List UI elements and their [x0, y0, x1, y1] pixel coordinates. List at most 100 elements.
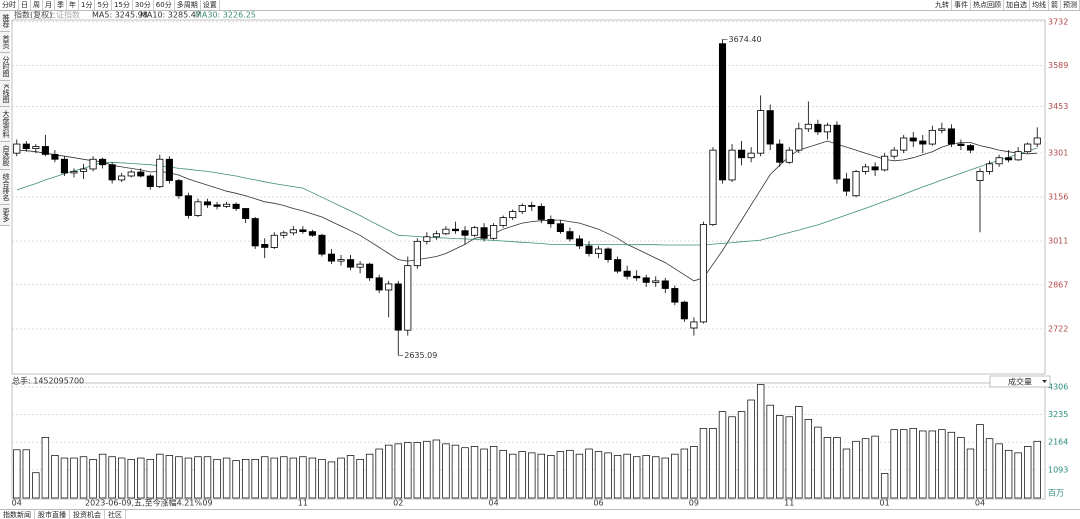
- toolbar-button[interactable]: 事件: [952, 0, 971, 10]
- candle-body: [385, 283, 393, 291]
- x-tick-label: 09: [689, 499, 699, 508]
- volume-bar: [976, 424, 984, 499]
- chart: 2722 2867 3011 3156 3301 3453 3589 3732 指数(复权)上证…: [12, 10, 1069, 508]
- candle-body: [919, 140, 927, 145]
- candle-body: [928, 129, 936, 145]
- candle-body: [375, 277, 383, 291]
- volume-bar: [1014, 452, 1022, 499]
- x-tick-label: 06: [593, 499, 603, 508]
- candle-body: [852, 171, 860, 197]
- volume-bar: [575, 453, 584, 499]
- toolbar-button[interactable]: 1分: [79, 0, 96, 10]
- volume-bar: [737, 411, 746, 499]
- volume-bar: [261, 456, 269, 499]
- candle-body: [156, 158, 164, 188]
- candle-body: [871, 166, 879, 171]
- candle-body: [499, 217, 507, 226]
- selector[interactable]: 成交量: [1008, 377, 1032, 387]
- toolbar-button[interactable]: 均线: [1030, 0, 1049, 10]
- candle-body: [451, 228, 460, 232]
- volume-bar: [413, 442, 422, 499]
- candle-body: [213, 204, 221, 207]
- y-tick-label: 3235: [1048, 410, 1068, 419]
- selector-box[interactable]: [989, 375, 1051, 388]
- candle-body: [966, 145, 975, 151]
- candle-body: [442, 228, 450, 235]
- candle-body: [890, 149, 898, 157]
- toolbar-button[interactable]: 热点回顾: [971, 0, 1004, 10]
- volume-bar: [146, 458, 154, 499]
- volume-bar: [919, 430, 927, 499]
- volume-bar: [127, 458, 135, 499]
- volume-bar: [680, 448, 689, 499]
- volume-bar: [871, 435, 879, 499]
- toolbar-button[interactable]: 九转: [933, 0, 952, 10]
- toolbar-button[interactable]: 多周期: [175, 0, 201, 10]
- toolbar-button[interactable]: 月: [43, 0, 55, 10]
- candle-body: [413, 240, 421, 267]
- sidebar-tab[interactable]: 大盘资料: [0, 106, 10, 142]
- sidebar-tab[interactable]: 首页: [0, 32, 10, 53]
- toolbar-button[interactable]: 设置: [201, 0, 220, 10]
- volume-bar: [537, 453, 545, 499]
- toolbar-button[interactable]: 周: [31, 0, 43, 10]
- volume-bar: [337, 457, 345, 499]
- sidebar-tab[interactable]: K线图: [0, 81, 10, 107]
- sidebar-tab[interactable]: 更多: [0, 204, 10, 226]
- toolbar-button[interactable]: 季: [55, 0, 67, 10]
- legend-entry: MA10: 3285.47: [140, 11, 201, 20]
- volume-bar: [222, 457, 231, 499]
- volume-bar: [489, 446, 498, 499]
- legend-entry: MA30: 3226.25: [195, 11, 256, 20]
- candle-body: [862, 166, 870, 172]
- toolbar-button[interactable]: 加自选: [1004, 0, 1030, 10]
- toolbar-button[interactable]: 15分: [112, 0, 133, 10]
- toolbar-button[interactable]: 60分: [154, 0, 175, 10]
- candle-body: [60, 158, 69, 174]
- footer-tab[interactable]: 股市直播: [35, 510, 70, 519]
- chart-title: 指数(复权): [14, 10, 52, 20]
- toolbar-button[interactable]: 年: [67, 0, 79, 10]
- volume-bar: [938, 429, 946, 499]
- candle-body: [318, 234, 326, 255]
- sidebar-tab[interactable]: 推荐: [0, 11, 10, 32]
- candle-body: [404, 265, 412, 331]
- toolbar-button[interactable]: 30分: [133, 0, 154, 10]
- candle-body: [289, 229, 297, 234]
- volume-bar: [995, 443, 1003, 499]
- candle-body: [690, 321, 698, 329]
- toolbar-button[interactable]: 日: [19, 0, 31, 10]
- x-tick-label: 04: [489, 499, 499, 508]
- footer-tab[interactable]: 社区: [105, 510, 126, 519]
- candle-body: [642, 277, 650, 283]
- volume-bar: [156, 453, 164, 499]
- candle-body: [680, 301, 688, 320]
- candle-body: [947, 128, 955, 145]
- y-tick-label: 3301: [1048, 148, 1068, 157]
- volume-bar: [79, 456, 88, 499]
- volume-bar: [661, 457, 669, 499]
- candle-body: [261, 243, 269, 248]
- sidebar-tab[interactable]: 综合排名: [0, 169, 10, 205]
- chart-subtitle: 上证指数: [48, 10, 80, 20]
- sidebar-tab[interactable]: 分时图: [0, 53, 10, 81]
- footer-tab[interactable]: 指数新闻: [0, 510, 35, 519]
- volume-bar: [251, 458, 259, 499]
- sidebar-tab[interactable]: 自选股: [0, 141, 10, 170]
- volume-bar: [375, 448, 383, 499]
- toolbar-button[interactable]: 分时: [0, 0, 19, 10]
- candle-body: [470, 227, 479, 236]
- y-tick-label: 3589: [1048, 61, 1068, 70]
- candle-body: [900, 137, 908, 151]
- footer-tab[interactable]: 投资机会: [70, 510, 105, 519]
- candle-body: [127, 171, 135, 177]
- volume-bar: [432, 439, 441, 499]
- volume-bar: [98, 453, 107, 499]
- volume-bar: [270, 457, 278, 499]
- volume-bar: [985, 438, 994, 499]
- toolbar-button[interactable]: 5分: [95, 0, 112, 10]
- candle-body: [575, 238, 584, 247]
- toolbar-button[interactable]: 箭: [1049, 0, 1061, 10]
- volume-bar: [51, 455, 59, 499]
- volume-bar: [814, 426, 822, 499]
